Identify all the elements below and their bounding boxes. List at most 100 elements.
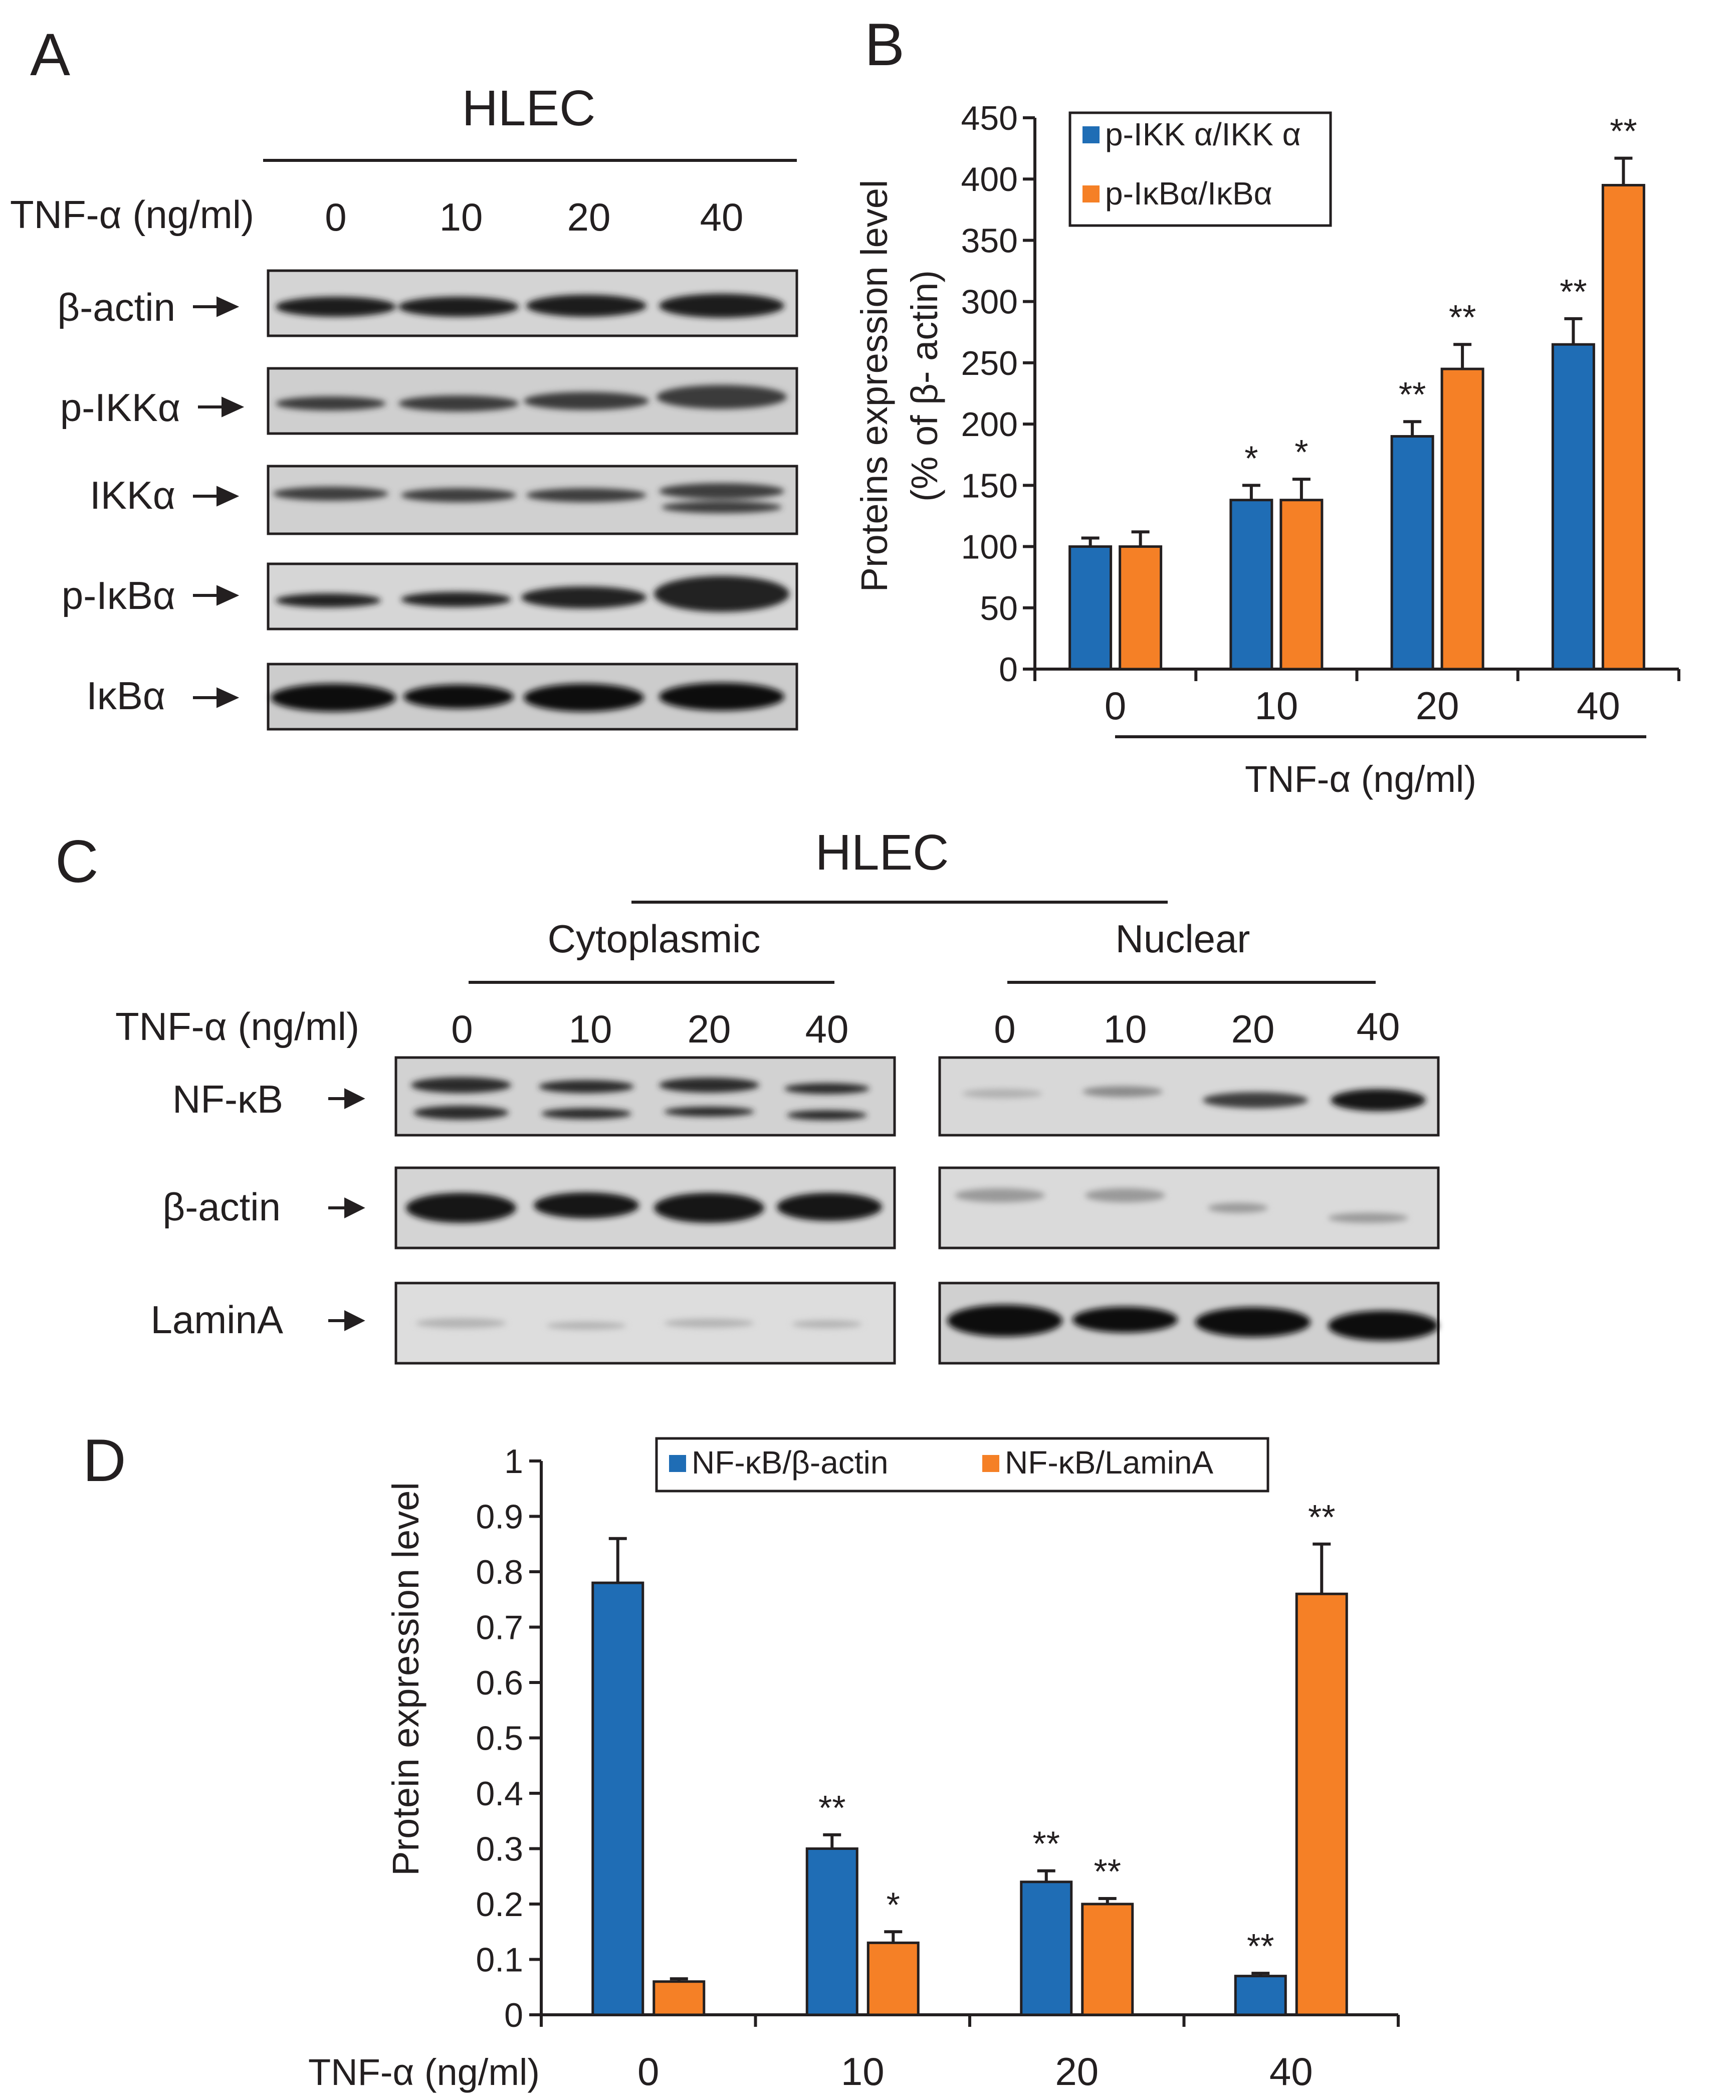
bar-nf-b-actin-10	[805, 1847, 858, 2016]
y-tick-label: 0.8	[476, 1553, 523, 1591]
arrow-icon	[193, 486, 240, 507]
y-tick-label: 400	[961, 160, 1018, 198]
blot-a-p-ikk	[267, 367, 798, 435]
arrow-icon	[198, 396, 245, 417]
blot-a-p-ikb	[267, 562, 798, 631]
panel-c-cyto-dose-20: 20	[688, 1007, 731, 1051]
panel-c-cyto-dose-10: 10	[569, 1007, 612, 1051]
panel-a-dose-40: 40	[700, 195, 744, 239]
significance-marker: **	[1610, 112, 1637, 151]
panel-a-letter: A	[30, 21, 70, 88]
panel-c-arrows	[328, 1088, 365, 1331]
panel-c-nuc-dose-10: 10	[1104, 1007, 1147, 1051]
bar-p-i-b-i-b--40	[1601, 183, 1645, 671]
panel-a-row-label-ikb: IκBα	[86, 674, 165, 718]
y-tick-label: 150	[961, 467, 1018, 505]
bar-nf-b-lamina-0	[653, 1980, 706, 2016]
significance-marker: **	[1308, 1498, 1335, 1537]
panel-d-chart: D Protein expression level TNF-α (ng/ml)…	[83, 1427, 1400, 2093]
significance-marker: **	[1094, 1852, 1121, 1891]
panel-c-cell-title: HLEC	[815, 824, 949, 881]
y-tick-label: 0.5	[476, 1720, 523, 1758]
y-tick-label: 0	[504, 1996, 523, 2034]
y-tick-label: 0.7	[476, 1609, 523, 1647]
x-category-label: 10	[841, 2049, 885, 2093]
panel-a-row-label-p-ikk: p-IKKα	[60, 385, 180, 430]
bar-nf-b-actin-0	[591, 1581, 644, 2016]
bar-p-i-b-i-b--0	[1119, 545, 1163, 671]
panel-d-legend: NF-κB/β-actin NF-κB/LaminA	[655, 1437, 1269, 1493]
blot-c-nuc-lamina	[938, 1282, 1440, 1365]
bar-nf-b-lamina-40	[1295, 1592, 1348, 2016]
blot-c-cyto-nfkb	[394, 1056, 896, 1137]
bar-nf-b-lamina-10	[866, 1941, 920, 2016]
bar-p-ikk-ikk--10	[1229, 499, 1273, 671]
significance-marker: *	[887, 1885, 900, 1924]
panel-c-cyto-dose-0: 0	[451, 1007, 473, 1051]
y-tick-label: 300	[961, 283, 1018, 321]
panel-d-legend-swatch-1	[982, 1455, 999, 1472]
x-category-label: 10	[1254, 684, 1298, 728]
bar-nf-b-lamina-20	[1081, 1903, 1134, 2016]
panel-b-legend-box	[1068, 111, 1332, 227]
panel-d-ylabel: Protein expression level	[385, 1482, 426, 1876]
blot-c-cyto-lamina	[394, 1282, 896, 1365]
panel-c-fraction-cytoplasmic: Cytoplasmic	[548, 917, 761, 961]
y-tick-label: 100	[961, 528, 1018, 566]
panel-c-cyto-dose-40: 40	[805, 1007, 849, 1051]
panel-b-legend-label-1: p-IκBα/IκBα	[1105, 175, 1272, 212]
panel-d-legend-box	[655, 1437, 1269, 1493]
panel-a-row-label-beta-actin: β-actin	[57, 285, 175, 329]
panel-c: C HLEC Cytoplasmic Nuclear TNF-α (ng/ml)…	[55, 824, 1440, 1365]
panel-c-nuc-dose-0: 0	[994, 1007, 1015, 1051]
panel-d-xlabel: TNF-α (ng/ml)	[308, 2051, 540, 2093]
blot-c-nuc-beta-actin	[938, 1166, 1440, 1249]
panel-b-xlabel: TNF-α (ng/ml)	[1245, 758, 1476, 800]
y-tick-label: 350	[961, 222, 1018, 260]
significance-marker: **	[1560, 272, 1587, 311]
panel-d-legend-label-1: NF-κB/LaminA	[1005, 1444, 1213, 1481]
panel-b-letter: B	[864, 11, 905, 78]
panel-b-ylabel-line2: (% of β- actin)	[904, 270, 945, 502]
bar-p-i-b-i-b--20	[1440, 367, 1484, 671]
y-tick-label: 0.3	[476, 1830, 523, 1868]
blot-a-ikb	[267, 663, 798, 731]
x-category-label: 20	[1416, 684, 1459, 728]
panel-c-nuc-dose-20: 20	[1231, 1007, 1275, 1051]
panel-b-legend-swatch-0	[1082, 126, 1100, 143]
arrow-icon	[328, 1197, 365, 1218]
arrow-icon	[193, 585, 240, 606]
x-category-label: 20	[1055, 2049, 1099, 2093]
panel-d-legend-label-0: NF-κB/β-actin	[692, 1444, 888, 1481]
panel-c-fraction-nuclear: Nuclear	[1116, 917, 1250, 961]
panel-a-treatment-label: TNF-α (ng/ml)	[10, 192, 254, 237]
panel-c-row-label-beta-actin: β-actin	[162, 1185, 281, 1229]
panel-a-dose-10: 10	[440, 195, 483, 239]
panel-a-dose-20: 20	[567, 195, 611, 239]
panel-c-row-label-nfkb: NF-κB	[172, 1077, 283, 1121]
arrow-icon	[328, 1088, 365, 1109]
panel-d-legend-swatch-0	[669, 1455, 686, 1472]
panel-b-legend: p-IKK α/IKK α p-IκBα/IκBα	[1068, 111, 1332, 227]
bar-nf-b-actin-40	[1234, 1975, 1287, 2016]
y-tick-label: 0.9	[476, 1498, 523, 1536]
panel-b-ylabel-line1: Proteins expression level	[853, 180, 895, 592]
bar-p-ikk-ikk--0	[1068, 545, 1113, 671]
y-tick-label: 0.2	[476, 1885, 523, 1924]
significance-marker: **	[1399, 375, 1426, 414]
y-tick-label: 0.4	[476, 1775, 523, 1813]
significance-marker: **	[1449, 298, 1476, 337]
significance-marker: *	[1294, 433, 1308, 472]
blot-c-cyto-beta-actin	[394, 1166, 896, 1249]
significance-marker: **	[1247, 1927, 1274, 1966]
arrow-icon	[328, 1310, 365, 1331]
blot-c-nuc-nfkb	[938, 1056, 1440, 1137]
bar-p-i-b-i-b--10	[1279, 499, 1324, 671]
panel-a-row-label-p-ikb: p-IκBα	[62, 573, 175, 617]
x-category-label: 0	[1105, 684, 1126, 728]
bar-p-ikk-ikk--20	[1390, 435, 1434, 671]
y-tick-label: 200	[961, 405, 1018, 444]
panel-c-row-label-lamina: LaminA	[151, 1298, 283, 1342]
panel-b-chart: B Proteins expression level (% of β- act…	[853, 11, 1680, 800]
